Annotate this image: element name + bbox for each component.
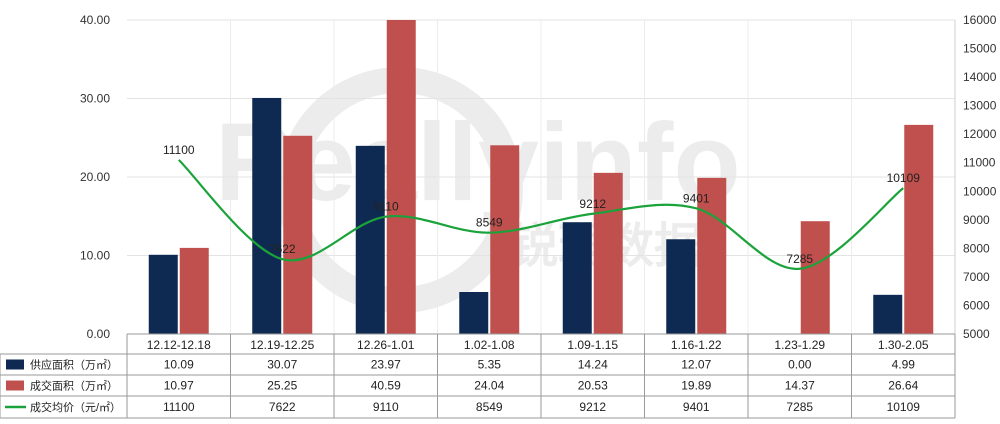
table-cell: 23.97 [371, 358, 401, 372]
right-tick-label: 15000 [963, 42, 997, 56]
table-cell: 20.53 [578, 379, 608, 393]
category-label: 1.16-1.22 [671, 338, 722, 352]
supply-bar [459, 292, 489, 334]
table-cell: 5.35 [478, 358, 502, 372]
category-label: 12.19-12.25 [250, 338, 314, 352]
deal-bar [283, 135, 313, 334]
price-data-label: 9212 [579, 197, 606, 211]
table-cell: 14.37 [785, 379, 815, 393]
left-tick-label: 20.00 [80, 170, 110, 184]
table-cell: 7622 [269, 400, 296, 414]
legend-label: 供应面积（万㎡） [30, 358, 118, 372]
table-cell: 14.24 [578, 358, 608, 372]
deal-bar [697, 177, 727, 334]
table-cell: 10.97 [164, 379, 194, 393]
right-tick-label: 5000 [963, 327, 990, 341]
table-cell: 8549 [476, 400, 503, 414]
legend-swatch [6, 380, 24, 391]
table-cell: 9401 [683, 400, 710, 414]
category-label: 12.26-1.01 [357, 338, 415, 352]
right-tick-label: 10000 [963, 184, 997, 198]
right-tick-label: 7000 [963, 270, 990, 284]
price-data-label: 10109 [887, 171, 921, 185]
price-line [177, 159, 904, 270]
deal-bar [904, 124, 934, 334]
category-label: 1.02-1.08 [464, 338, 515, 352]
table-cell: 11100 [163, 400, 195, 414]
right-tick-label: 8000 [963, 241, 990, 255]
table-cell: 9212 [579, 400, 606, 414]
left-tick-label: 0.00 [87, 327, 111, 341]
table-cell: 24.04 [474, 379, 504, 393]
right-tick-label: 11000 [963, 156, 996, 170]
category-label: 1.23-1.29 [774, 338, 825, 352]
supply-bar [355, 145, 385, 334]
table-cell: 25.25 [267, 379, 297, 393]
price-data-label: 7285 [786, 252, 813, 266]
table-cell: 4.99 [892, 358, 916, 372]
right-tick-label: 6000 [963, 298, 990, 312]
left-tick-label: 30.00 [80, 92, 110, 106]
deal-bar [386, 20, 416, 334]
category-label: 12.12-12.18 [147, 338, 211, 352]
left-tick-label: 10.00 [80, 249, 110, 263]
table-cell: 10.09 [164, 358, 194, 372]
price-data-label: 11100 [163, 143, 195, 157]
deal-bar [593, 172, 623, 334]
table-cell: 30.07 [267, 358, 297, 372]
category-label: 1.09-1.15 [567, 338, 618, 352]
table-cell: 9110 [373, 400, 399, 414]
right-tick-label: 13000 [963, 99, 997, 113]
table-cell: 19.89 [681, 379, 711, 393]
supply-bar [873, 294, 903, 334]
supply-bar [562, 222, 592, 334]
gridlines [127, 19, 955, 334]
left-tick-label: 40.00 [80, 13, 110, 27]
right-axis: 5000 6000 7000 8000 9000 10000 11000 12000 13000… [954, 13, 997, 341]
price-data-label: 7622 [269, 242, 296, 256]
legend-label: 成交面积（万㎡） [30, 379, 118, 393]
right-tick-label: 9000 [963, 213, 990, 227]
table-cell: 7285 [786, 400, 813, 414]
supply-bar [148, 254, 178, 334]
table-cell: 26.64 [888, 379, 918, 393]
deal-bar [490, 145, 520, 334]
bar-series [148, 20, 934, 334]
price-data-label: 9110 [373, 200, 399, 214]
price-data-label: 8549 [476, 216, 503, 230]
deal-bar [800, 221, 830, 334]
right-tick-label: 16000 [963, 13, 997, 27]
data-table: 12.12-12.18 12.19-12.25 12.26-1.01 1.02-1.0… [0, 333, 956, 419]
table-cell: 12.07 [681, 358, 711, 372]
right-tick-label: 12000 [963, 127, 997, 141]
table-cell: 10109 [887, 400, 921, 414]
price-data-label: 9401 [683, 191, 710, 205]
left-axis: 0.00 10.00 20.00 30.00 40.00 [80, 13, 110, 341]
supply-bar [252, 97, 282, 334]
supply-bar [666, 239, 696, 334]
deal-bar [179, 247, 209, 334]
right-tick-label: 14000 [963, 70, 997, 84]
line-series: 11100 7622 9110 8549 9212 9401 7285 10109 [163, 143, 921, 270]
table-cell: 40.59 [371, 379, 401, 393]
legend-label: 成交均价（元/㎡） [30, 400, 121, 414]
category-label: 1.30-2.05 [878, 338, 929, 352]
table-cell: 0.00 [788, 358, 812, 372]
legend-swatch [6, 359, 24, 370]
